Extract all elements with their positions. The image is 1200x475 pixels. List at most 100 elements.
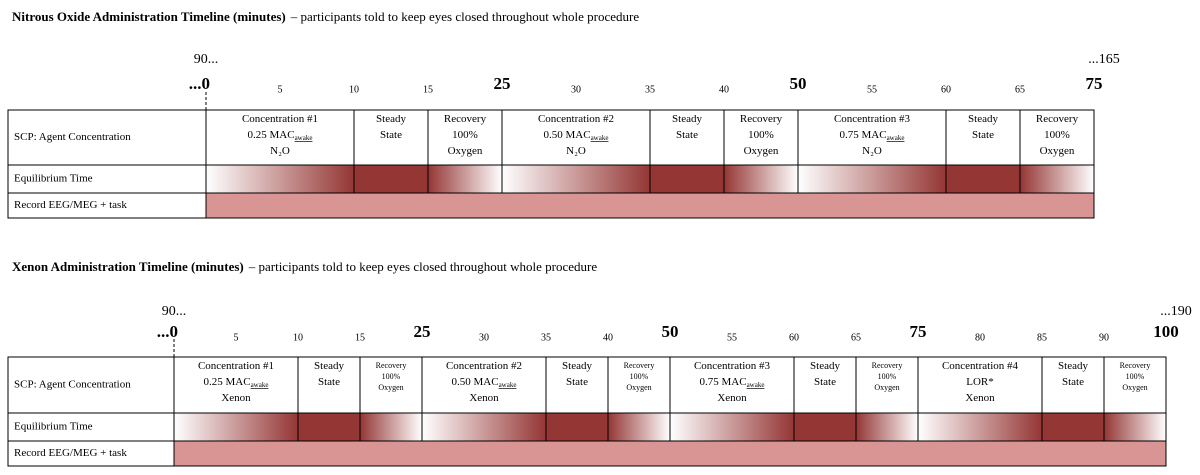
segment-line: Steady [562, 360, 592, 372]
tick-label: 65 [1015, 84, 1025, 95]
segment-cell [797, 109, 947, 166]
segment-line: Oxygen [874, 383, 899, 392]
segment-line: State [972, 129, 994, 141]
segment-text: Xenon [221, 392, 251, 404]
subscript: awake [499, 381, 517, 389]
equilibrium-cell [173, 412, 299, 442]
tick-label: 55 [727, 332, 737, 343]
major-tick-label: 25 [494, 74, 511, 93]
segment-line: Oxygen [448, 145, 483, 157]
segment-text: State [566, 376, 588, 388]
equilibrium-cell [649, 164, 725, 194]
equilibrium-cell [545, 412, 609, 442]
segment-line: Concentration #1 [198, 360, 274, 372]
record-bar [173, 440, 1167, 467]
tick-label: 35 [645, 84, 655, 95]
row-label: Record EEG/MEG + task [14, 199, 127, 211]
tick-label: 10 [293, 332, 303, 343]
segment-line: Oxygen [1122, 383, 1147, 392]
equilibrium-cell [797, 164, 947, 194]
tick-label: 90 [1099, 332, 1109, 343]
segment-line: State [318, 376, 340, 388]
segment-line: 0.50 MAC [544, 129, 591, 141]
segment-text: State [318, 376, 340, 388]
segment-line: Recovery [1036, 113, 1079, 125]
segment-text: Recovery [872, 361, 903, 370]
subscript: awake [887, 134, 905, 142]
segment-text: Xenon [469, 392, 499, 404]
tick-label: 30 [571, 84, 581, 95]
segment-line: 100% [1044, 129, 1070, 141]
timeline-title: Nitrous Oxide Administration Timeline (m… [12, 9, 639, 24]
segment-line: Oxygen [1040, 145, 1075, 157]
segment-line: Xenon [221, 392, 251, 404]
segment-line: State [1062, 376, 1084, 388]
equilibrium-cell [917, 412, 1043, 442]
segment-text: Concentration #2 [538, 113, 614, 125]
end-note: ...165 [1088, 52, 1120, 67]
segment-text: 100% [748, 129, 774, 141]
segment-line: Concentration #3 [694, 360, 771, 372]
segment-text: State [972, 129, 994, 141]
segment-text: State [814, 376, 836, 388]
row-label: SCP: Agent Concentration [14, 131, 131, 143]
segment-text: Concentration #1 [242, 113, 318, 125]
tick-label: 5 [234, 332, 239, 343]
segment-text: Steady [1058, 360, 1088, 372]
segment-line: Oxygen [626, 383, 651, 392]
tick-label: 15 [355, 332, 365, 343]
segment-text: 0.25 MACawake [248, 129, 313, 142]
row-label: Equilibrium Time [14, 421, 93, 433]
subscript: awake [251, 381, 269, 389]
segment-text: Recovery [1120, 361, 1151, 370]
segment-text: Oxygen [378, 383, 403, 392]
segment-line: Steady [1058, 360, 1088, 372]
segment-text: 0.50 MACawake [544, 129, 609, 142]
segment-line: Oxygen [744, 145, 779, 157]
segment-text: State [380, 129, 402, 141]
segment-text: Oxygen [874, 383, 899, 392]
segment-text: Steady [562, 360, 592, 372]
segment-line: Steady [810, 360, 840, 372]
segment-line: Recovery [1120, 361, 1151, 370]
segment-text: Recovery [444, 113, 487, 125]
segment-line: 0.25 MAC [248, 129, 295, 141]
equilibrium-cell [297, 412, 361, 442]
equilibrium-cell [669, 412, 795, 442]
equilibrium-cell [427, 164, 503, 194]
segment-text: Steady [968, 113, 998, 125]
segment-text: Steady [314, 360, 344, 372]
segment-line: Concentration #2 [538, 113, 614, 125]
segment-text: Oxygen [626, 383, 651, 392]
equilibrium-cell [855, 412, 919, 442]
row-label: Record EEG/MEG + task [14, 447, 127, 459]
segment-line: 100% [630, 372, 649, 381]
segment-text: Recovery [624, 361, 655, 370]
title-rest: – participants told to keep eyes closed … [248, 259, 598, 274]
segment-line: Recovery [872, 361, 903, 370]
segment-text: 0.75 MACawake [700, 376, 765, 389]
segment-text: 0.25 MACawake [204, 376, 269, 389]
subscript: awake [295, 134, 313, 142]
tick-label: 10 [349, 84, 359, 95]
equilibrium-cell [353, 164, 429, 194]
start-note: 90... [162, 304, 187, 319]
tick-label: 30 [479, 332, 489, 343]
segment-text: 100% [452, 129, 478, 141]
tick-label: 35 [541, 332, 551, 343]
segment-line: Steady [672, 113, 702, 125]
major-tick-label: 25 [414, 322, 431, 341]
segment-line: Xenon [469, 392, 499, 404]
segment-line: Concentration #3 [834, 113, 911, 125]
equilibrium-cell [501, 164, 651, 194]
segment-line: N₂O [862, 145, 882, 157]
segment-line: Xenon [717, 392, 747, 404]
segment-text: Xenon [717, 392, 747, 404]
segment-line: Recovery [444, 113, 487, 125]
segment-line: Oxygen [378, 383, 403, 392]
segment-line: 0.75 MAC [840, 129, 887, 141]
segment-cell [205, 109, 355, 166]
tick-label: 15 [423, 84, 433, 95]
tick-label: 65 [851, 332, 861, 343]
tick-label: 55 [867, 84, 877, 95]
